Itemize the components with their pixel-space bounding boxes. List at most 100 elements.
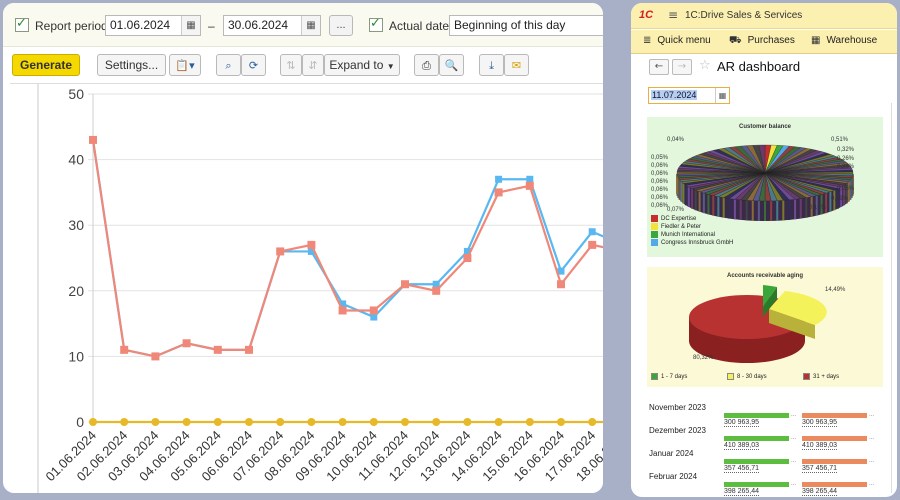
data-point bbox=[463, 418, 472, 426]
data-point bbox=[151, 418, 160, 426]
balance-pct-label: 0,51% bbox=[831, 137, 849, 143]
collapse-icon: ⇅ bbox=[286, 59, 296, 72]
date-to-field[interactable]: 30.06.2024 ▦ bbox=[223, 15, 321, 36]
report-period-label: Report period: bbox=[35, 19, 112, 33]
data-point bbox=[276, 418, 285, 426]
clipboard-icon: 📋▾ bbox=[175, 59, 195, 72]
list-icon: ≣ bbox=[643, 35, 652, 46]
ar-bar-orange bbox=[802, 413, 867, 418]
ar-value[interactable]: 300 963,95 bbox=[802, 419, 838, 427]
balance-pct-label: 0,06% bbox=[651, 203, 669, 209]
expand-button[interactable]: ⇵ bbox=[302, 54, 324, 76]
data-point bbox=[463, 247, 471, 255]
balance-pct-label: 0,06% bbox=[651, 179, 669, 185]
search-icon: ⌕ bbox=[225, 59, 232, 72]
balance-pct-label: 0,06% bbox=[651, 163, 669, 169]
save-button[interactable]: ⤓ bbox=[479, 54, 504, 76]
print-button[interactable]: ⎙ bbox=[414, 54, 439, 76]
email-button[interactable]: ✉ bbox=[504, 54, 529, 76]
legend-swatch bbox=[651, 215, 658, 222]
dashboard-date-field[interactable]: 11.07.2024 ▦ bbox=[648, 87, 730, 104]
printer-icon: ⎙ bbox=[422, 59, 431, 72]
back-button[interactable]: ← bbox=[649, 59, 669, 75]
ar-value[interactable]: 398 265,44 bbox=[802, 488, 838, 496]
data-point bbox=[494, 188, 503, 197]
ar-bar-orange bbox=[802, 436, 867, 441]
actual-date-field[interactable]: Beginning of this day bbox=[449, 15, 603, 36]
data-point bbox=[401, 418, 409, 426]
report-period-checkbox[interactable] bbox=[15, 16, 29, 32]
calendar-icon[interactable]: ▦ bbox=[301, 16, 320, 35]
data-point bbox=[276, 247, 285, 256]
data-point bbox=[588, 240, 597, 249]
ar-month: Januar 2024 bbox=[649, 449, 694, 458]
balance-pct-label: 0,04% bbox=[667, 137, 685, 143]
menu-warehouse[interactable]: ▦ Warehouse bbox=[811, 35, 878, 46]
data-point bbox=[525, 181, 534, 190]
data-point bbox=[120, 418, 129, 426]
ar-bar-orange bbox=[802, 459, 867, 464]
balance-pct-label: 0,25% bbox=[837, 186, 855, 192]
data-point bbox=[89, 135, 97, 144]
data-point bbox=[525, 418, 534, 426]
data-point bbox=[369, 306, 378, 315]
series-line bbox=[91, 139, 603, 358]
series-line bbox=[91, 139, 603, 358]
ar-value[interactable]: 410 389,03 bbox=[802, 442, 838, 450]
ar-value[interactable]: 300 963,95 bbox=[724, 419, 760, 427]
find-next-button[interactable]: ⟳ bbox=[241, 54, 266, 76]
ar-month: Dezember 2023 bbox=[649, 426, 706, 435]
balance-pct-label: 0,07% bbox=[667, 207, 685, 213]
date-from-field[interactable]: 01.06.2024 ▦ bbox=[105, 15, 201, 36]
date-separator: – bbox=[208, 19, 215, 33]
ar-row: Januar 2024...... 357 456,71 357 456,71 bbox=[649, 449, 889, 473]
data-point bbox=[338, 306, 347, 315]
download-icon: ⤓ bbox=[489, 59, 494, 72]
app-title: 1C:Drive Sales & Services bbox=[685, 10, 803, 21]
main-menu-icon[interactable]: ≡ bbox=[668, 8, 679, 22]
select-period-button[interactable]: ... bbox=[329, 15, 353, 36]
data-point bbox=[245, 345, 253, 354]
expand-icon: ⇵ bbox=[308, 59, 318, 72]
dashboard-window: 1С ≡ 1C:Drive Sales & Services ≣ Quick me… bbox=[628, 0, 900, 500]
settings-button[interactable]: Settings... bbox=[97, 54, 166, 76]
calendar-icon[interactable]: ▦ bbox=[715, 88, 729, 103]
calendar-icon[interactable]: ▦ bbox=[181, 16, 200, 35]
menu-purchases[interactable]: ⛟ Purchases bbox=[729, 35, 795, 46]
customer-balance-pie bbox=[676, 144, 854, 221]
aging-slice-side bbox=[763, 287, 777, 317]
data-point bbox=[307, 247, 315, 255]
report-chart-area: 0 10 20 30 40 50 01.06.2024 02.06.2024 03.06.202… bbox=[10, 83, 603, 493]
data-point bbox=[463, 254, 472, 262]
y-tick-label: 0 bbox=[76, 414, 84, 430]
line-chart: 0102030405001.06.202402.06.202403.06.202… bbox=[37, 84, 603, 493]
data-point bbox=[495, 175, 503, 183]
warehouse-icon: ▦ bbox=[811, 35, 821, 46]
ar-month: November 2023 bbox=[649, 403, 706, 412]
data-point bbox=[588, 228, 596, 236]
ar-value[interactable]: 398 265,44 bbox=[724, 488, 760, 496]
legend-item: Munich International bbox=[651, 231, 715, 238]
menu-quick-menu[interactable]: ≣ Quick menu bbox=[643, 35, 711, 46]
expand-to-button[interactable]: Expand to ▼ bbox=[324, 54, 400, 76]
forward-button[interactable]: → bbox=[672, 59, 692, 75]
ar-value[interactable]: 357 456,71 bbox=[724, 465, 760, 473]
aging-legend-3: 31 + days bbox=[803, 373, 839, 380]
data-point bbox=[432, 280, 440, 288]
variant-button[interactable]: 📋▾ bbox=[169, 54, 201, 76]
favorite-star-icon[interactable]: ☆ bbox=[699, 58, 711, 73]
collapse-button[interactable]: ⇅ bbox=[280, 54, 302, 76]
ar-value[interactable]: 357 456,71 bbox=[802, 465, 838, 473]
ar-value[interactable]: 410 389,03 bbox=[724, 442, 760, 450]
preview-button[interactable]: 🔍 bbox=[439, 54, 464, 76]
page-title: AR dashboard bbox=[717, 59, 801, 74]
ar-row: Februar 2024...... 398 265,44 398 265,44 bbox=[649, 472, 889, 496]
data-point bbox=[151, 352, 160, 361]
actual-date-checkbox[interactable] bbox=[369, 16, 383, 32]
scroll-divider bbox=[891, 103, 892, 493]
y-tick-label: 20 bbox=[68, 283, 84, 299]
generate-button[interactable]: Generate bbox=[12, 54, 80, 76]
ar-bar-green bbox=[724, 413, 789, 418]
data-point bbox=[307, 240, 316, 249]
find-button[interactable]: ⌕ bbox=[216, 54, 241, 76]
